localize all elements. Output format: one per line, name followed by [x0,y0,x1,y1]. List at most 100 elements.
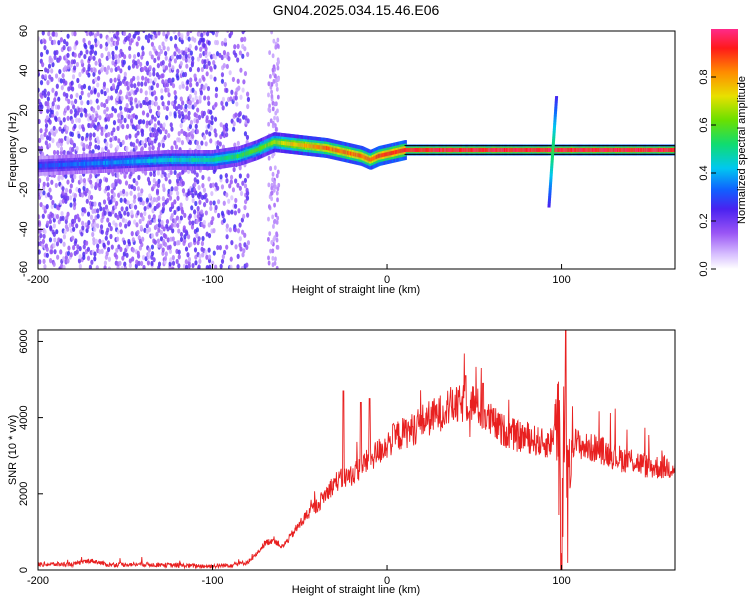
spectrogram-cell [116,125,120,132]
spectrogram-cell [551,151,555,154]
spectrogram-cell [225,192,229,198]
spectrogram-cell [146,260,151,266]
spectrogram-cell [194,254,198,260]
spectrogram-cell [113,108,118,114]
spectrogram-cell [214,86,219,92]
spectrogram-cell [208,119,212,125]
spectrogram-cell [56,104,61,110]
spectrogram-cell [179,122,183,129]
spectrogram-cell [155,231,159,237]
spectrogram-cell [93,87,97,94]
spectrogram-cell [83,53,87,60]
spectrogram-cell [94,37,98,44]
y-tick-label: -60 [18,261,30,277]
spectrogram-cell [98,238,102,244]
spectrogram-cell [222,128,226,134]
spectrogram-cell [90,89,94,95]
spectrogram-cell [231,76,236,83]
snr-frame [37,329,676,571]
spectrogram-cell [52,223,56,229]
spectrogram-cell [194,260,198,266]
spectrogram-cell [98,249,102,255]
spectrogram-cell [245,244,249,250]
spectrogram-cell [188,139,193,146]
spectrogram-cell [269,248,272,254]
spectrogram-cell [270,196,274,202]
spectrogram-cell [132,53,137,60]
spectrogram-cell [58,126,62,132]
spectrogram-cell [130,210,134,216]
spectrogram-cell [121,255,125,261]
spectrogram-cell [136,81,141,87]
spectrogram-cell [236,228,241,234]
spectrogram-cell [200,31,203,33]
spectrogram-cell [193,213,197,219]
spectrogram-cell [236,140,240,146]
spectrogram-cell [234,244,238,250]
spectrogram-cell [212,200,216,206]
spectrogram-cell [209,65,213,71]
spectrogram-cell [162,64,166,70]
spectrogram-cell [115,236,120,242]
spectrogram-cell [180,128,184,134]
spectrogram-cell [275,219,279,225]
spectrogram-cell [156,63,161,69]
spectrogram-cell [168,62,172,68]
spectrogram-cell [139,212,143,218]
spectrogram-cell [108,31,112,34]
bottom-x-ticks: -200 -100 0 100 [27,565,571,587]
spectrogram-cell [78,71,82,78]
spectrogram-cell [273,218,277,224]
y-tick-label: 2000 [18,482,30,506]
spectrogram-cell [195,233,199,239]
spectrogram-cell [54,128,58,134]
spectrogram-cell [197,264,201,269]
spectrogram-cell [103,260,108,266]
spectrogram-cell [110,112,114,118]
x-tick-label: 0 [384,575,390,587]
spectrogram-cell [225,132,229,138]
spectrogram-cell [241,252,245,258]
colorbar-tick-label: 0.0 [698,261,710,276]
spectrogram-cell [554,102,558,105]
spectrogram-cell [200,240,205,247]
spectrogram-cell [157,31,161,36]
spectrogram-cell [230,195,234,201]
spectrogram-cell [122,59,126,65]
spectrogram-cell [208,264,212,269]
spectrogram-cell [136,51,141,58]
spectrogram-cell [159,48,164,55]
spectrogram-cell [229,179,233,185]
spectrogram-cell [96,104,100,111]
colorbar-tick-label: 0.2 [698,213,710,228]
spectrogram-cell [548,191,552,194]
spectrogram-cell [205,197,209,204]
spectrogram-cell [38,214,41,220]
spectrogram-cell [124,218,128,224]
spectrogram-cell [110,36,114,43]
spectrogram-cell [135,222,139,228]
spectrogram-cell [151,114,155,120]
spectrogram-cell [554,103,558,106]
spectrogram-cell [201,252,205,258]
spectrogram-cell [189,50,193,56]
spectrogram-cell [190,60,195,66]
spectrogram-cell [93,67,97,74]
spectrogram-cell [554,100,558,103]
spectrogram-cell [549,176,553,179]
colorbar-tick-label: 0.8 [698,69,710,84]
spectrogram-cell [230,89,234,95]
spectrogram-cell [148,193,152,199]
spectrogram-cell [160,219,164,226]
spectrogram-cell [180,32,184,39]
spectrogram-cell [189,77,193,83]
spectrogram-cell [95,98,99,104]
spectrogram-cell [170,145,174,151]
spectrogram-cell [136,186,141,192]
spectrogram-cell [89,123,93,129]
spectrogram-cell [81,225,85,231]
spectrogram-cell [43,264,47,269]
spectrogram-cell [548,184,552,187]
x-tick-label: -200 [27,575,49,587]
spectrogram-cell [184,229,188,235]
